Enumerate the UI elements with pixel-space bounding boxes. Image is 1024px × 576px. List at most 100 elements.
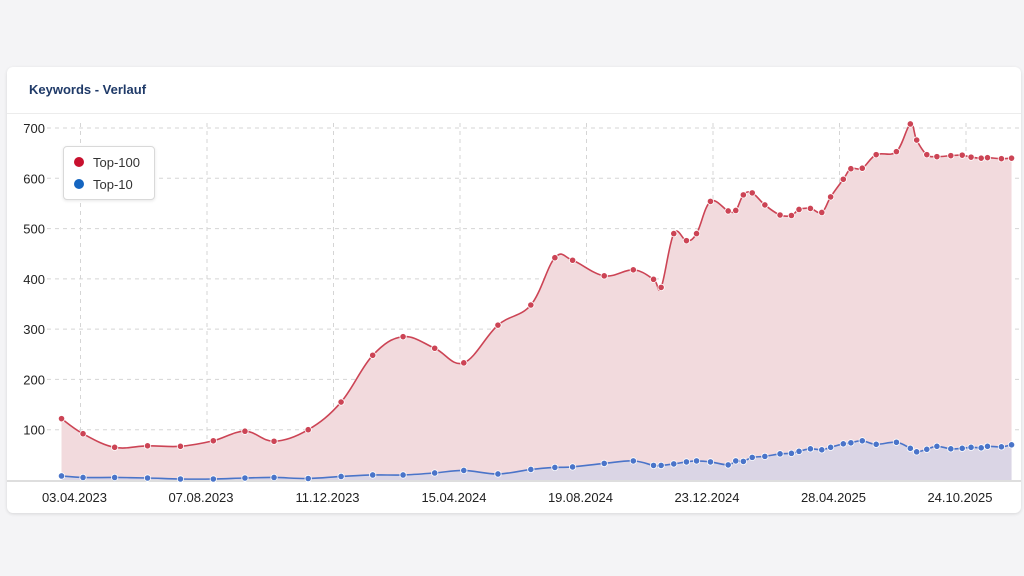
data-point-top-10[interactable]	[337, 472, 345, 481]
data-point-top-10[interactable]	[111, 473, 119, 482]
data-point-top-100[interactable]	[692, 230, 701, 238]
data-point-top-100[interactable]	[682, 237, 691, 245]
data-point-top-100[interactable]	[839, 175, 847, 183]
data-point-top-10[interactable]	[806, 445, 815, 453]
data-point-top-10[interactable]	[947, 445, 955, 453]
data-point-top-10[interactable]	[304, 474, 312, 483]
data-point-top-10[interactable]	[787, 449, 796, 457]
data-point-top-10[interactable]	[79, 473, 87, 482]
data-point-top-100[interactable]	[369, 351, 377, 359]
data-point-top-10[interactable]	[527, 465, 535, 474]
data-point-top-100[interactable]	[629, 266, 637, 274]
data-point-top-100[interactable]	[958, 151, 966, 159]
data-point-top-10[interactable]	[494, 470, 502, 478]
legend-item-top-10[interactable]: Top-10	[74, 175, 133, 193]
data-point-top-100[interactable]	[460, 359, 468, 367]
data-point-top-10[interactable]	[629, 457, 637, 465]
data-point-top-10[interactable]	[143, 474, 152, 482]
data-point-top-10[interactable]	[600, 459, 608, 468]
chart-points[interactable]	[57, 120, 1016, 483]
data-point-top-10[interactable]	[551, 463, 559, 472]
data-point-top-10[interactable]	[776, 450, 784, 458]
data-point-top-10[interactable]	[977, 444, 985, 452]
data-point-top-100[interactable]	[933, 153, 941, 161]
data-point-top-100[interactable]	[57, 415, 66, 423]
data-point-top-10[interactable]	[827, 443, 835, 451]
data-point-top-100[interactable]	[568, 256, 577, 264]
data-point-top-100[interactable]	[527, 301, 535, 309]
data-point-top-100[interactable]	[649, 275, 658, 283]
data-point-top-100[interactable]	[818, 208, 826, 217]
data-point-top-10[interactable]	[649, 461, 658, 470]
data-point-top-100[interactable]	[176, 442, 185, 450]
data-point-top-10[interactable]	[241, 474, 249, 482]
data-point-top-10[interactable]	[568, 463, 577, 471]
data-point-top-10[interactable]	[906, 444, 914, 452]
data-point-top-10[interactable]	[839, 440, 847, 448]
data-point-top-10[interactable]	[847, 439, 855, 447]
data-point-top-100[interactable]	[143, 442, 152, 450]
data-point-top-100[interactable]	[706, 197, 715, 206]
data-point-top-10[interactable]	[983, 442, 992, 450]
data-point-top-10[interactable]	[858, 437, 866, 445]
data-point-top-10[interactable]	[209, 475, 217, 483]
data-point-top-100[interactable]	[337, 398, 345, 406]
data-point-top-10[interactable]	[399, 471, 407, 479]
data-point-top-100[interactable]	[732, 206, 740, 215]
data-point-top-100[interactable]	[670, 230, 678, 238]
data-point-top-100[interactable]	[776, 211, 784, 219]
data-point-top-100[interactable]	[657, 283, 665, 292]
data-point-top-100[interactable]	[913, 136, 921, 144]
data-point-top-100[interactable]	[600, 272, 608, 280]
data-point-top-100[interactable]	[806, 204, 815, 213]
data-point-top-100[interactable]	[906, 120, 914, 128]
data-point-top-10[interactable]	[748, 453, 756, 461]
data-point-top-10[interactable]	[818, 446, 826, 454]
data-point-top-100[interactable]	[967, 153, 975, 161]
data-point-top-10[interactable]	[761, 452, 769, 460]
data-point-top-10[interactable]	[997, 443, 1006, 451]
data-point-top-10[interactable]	[176, 475, 185, 483]
data-point-top-100[interactable]	[739, 191, 747, 199]
data-point-top-100[interactable]	[241, 427, 249, 435]
data-point-top-10[interactable]	[682, 458, 691, 466]
data-point-top-10[interactable]	[692, 457, 701, 465]
data-point-top-10[interactable]	[270, 473, 278, 482]
data-point-top-100[interactable]	[304, 426, 312, 434]
data-point-top-10[interactable]	[670, 460, 678, 468]
data-point-top-100[interactable]	[827, 193, 835, 201]
data-point-top-10[interactable]	[724, 461, 732, 469]
data-point-top-100[interactable]	[724, 207, 732, 215]
data-point-top-10[interactable]	[958, 444, 966, 452]
data-point-top-10[interactable]	[933, 442, 941, 450]
data-point-top-100[interactable]	[977, 154, 985, 162]
data-point-top-100[interactable]	[1007, 154, 1016, 162]
data-point-top-10[interactable]	[57, 472, 66, 480]
data-point-top-10[interactable]	[923, 445, 931, 453]
data-point-top-10[interactable]	[706, 458, 715, 466]
data-point-top-100[interactable]	[947, 152, 955, 160]
data-point-top-100[interactable]	[399, 333, 407, 341]
data-point-top-100[interactable]	[923, 151, 931, 159]
data-point-top-100[interactable]	[858, 164, 866, 172]
data-point-top-100[interactable]	[795, 205, 803, 214]
data-point-top-10[interactable]	[657, 461, 665, 470]
data-point-top-100[interactable]	[983, 154, 992, 162]
data-point-top-100[interactable]	[494, 321, 502, 329]
data-point-top-10[interactable]	[369, 471, 377, 479]
data-point-top-100[interactable]	[209, 437, 217, 445]
data-point-top-100[interactable]	[79, 430, 87, 438]
data-point-top-100[interactable]	[892, 148, 901, 156]
data-point-top-10[interactable]	[892, 438, 901, 446]
data-point-top-10[interactable]	[739, 457, 747, 465]
data-point-top-100[interactable]	[111, 443, 119, 451]
data-point-top-100[interactable]	[787, 211, 796, 220]
data-point-top-100[interactable]	[761, 201, 769, 209]
data-point-top-100[interactable]	[270, 437, 278, 445]
data-point-top-10[interactable]	[795, 447, 803, 455]
data-point-top-10[interactable]	[460, 466, 468, 475]
data-point-top-10[interactable]	[967, 443, 975, 451]
legend-item-top-100[interactable]: Top-100	[74, 153, 140, 171]
data-point-top-10[interactable]	[872, 440, 880, 448]
data-point-top-10[interactable]	[732, 457, 740, 465]
